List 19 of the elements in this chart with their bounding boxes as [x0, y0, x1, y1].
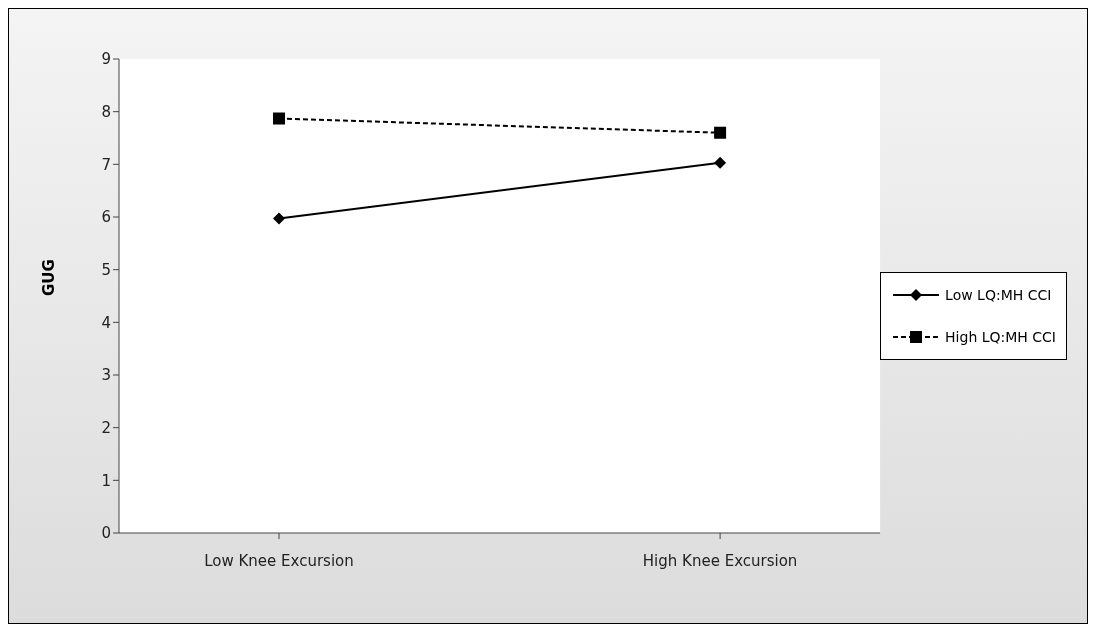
point	[714, 156, 727, 169]
y-axis-title: GUG	[40, 259, 59, 296]
x-tick-label: High Knee Excursion	[642, 551, 798, 570]
y-tick-label: 1	[101, 471, 111, 490]
x-tick-label: Low Knee Excursion	[204, 551, 354, 570]
y-tick-label: 5	[101, 260, 111, 279]
y-tick-label: 7	[101, 155, 111, 174]
legend-label: Low LQ:MH CCI	[945, 287, 1052, 303]
y-tick-label: 3	[101, 366, 111, 385]
point	[273, 212, 285, 225]
y-tick-label: 2	[101, 418, 111, 437]
y-tick-label: 4	[101, 313, 111, 332]
y-tick-label: 9	[101, 50, 111, 69]
legend-label: High LQ:MH CCI	[945, 329, 1056, 345]
y-tick-label: 0	[101, 524, 111, 543]
point	[273, 112, 285, 125]
y-tick-label: 8	[101, 102, 111, 121]
point	[714, 126, 727, 139]
y-tick-label: 6	[101, 208, 111, 227]
